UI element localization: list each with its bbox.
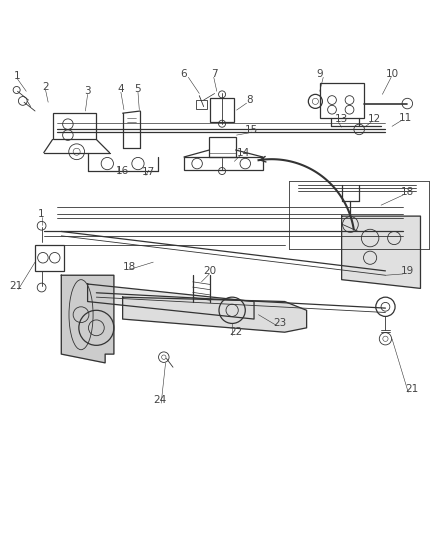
Polygon shape — [61, 275, 114, 363]
Text: 9: 9 — [316, 69, 323, 79]
Polygon shape — [342, 216, 420, 288]
Text: 6: 6 — [180, 69, 187, 79]
Text: 7: 7 — [211, 69, 218, 79]
Text: 21: 21 — [9, 281, 22, 291]
Text: 8: 8 — [246, 95, 253, 105]
Bar — [210, 98, 234, 122]
Text: 16: 16 — [116, 166, 129, 176]
Text: 15: 15 — [245, 125, 258, 135]
Text: 2: 2 — [42, 82, 49, 92]
Text: 24: 24 — [153, 395, 166, 405]
Polygon shape — [88, 284, 254, 319]
Text: 17: 17 — [142, 167, 155, 177]
Polygon shape — [123, 297, 307, 332]
Text: 1: 1 — [14, 71, 21, 81]
Text: 13: 13 — [335, 115, 348, 124]
Text: 21: 21 — [405, 384, 418, 394]
Text: 10: 10 — [385, 69, 399, 79]
Text: 3: 3 — [84, 86, 91, 96]
Bar — [184, 157, 263, 170]
Text: 23: 23 — [274, 318, 287, 328]
Text: 11: 11 — [399, 112, 412, 123]
Bar — [35, 245, 64, 271]
Text: 18: 18 — [123, 262, 136, 271]
Bar — [209, 138, 236, 157]
Text: 20: 20 — [204, 266, 217, 276]
Text: 1: 1 — [38, 209, 45, 219]
Bar — [320, 83, 364, 118]
Bar — [53, 113, 96, 140]
Text: 4: 4 — [117, 84, 124, 94]
Text: 19: 19 — [401, 266, 414, 276]
Text: 12: 12 — [368, 115, 381, 124]
Text: 14: 14 — [237, 148, 250, 158]
Text: 22: 22 — [229, 327, 242, 337]
Text: 5: 5 — [134, 84, 141, 94]
Text: 18: 18 — [401, 187, 414, 197]
Bar — [196, 100, 207, 109]
